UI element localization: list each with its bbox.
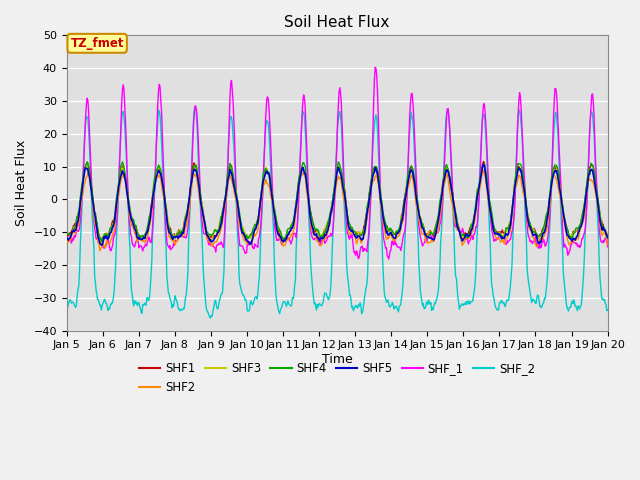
SHF5 — [184, 206, 192, 212]
SHF1 — [419, 224, 427, 229]
SHF_1 — [63, 235, 70, 241]
SHF2 — [404, 186, 412, 192]
Line: SHF_2: SHF_2 — [67, 106, 607, 318]
SHF1 — [604, 233, 611, 239]
SHF_2 — [213, 306, 221, 312]
SHF2 — [129, 223, 137, 229]
SHF_1 — [212, 249, 220, 255]
SHF4 — [335, 159, 342, 165]
SHF_2 — [129, 291, 136, 297]
SHF3 — [604, 233, 611, 239]
SHF2 — [212, 240, 220, 245]
SHF1 — [73, 217, 81, 223]
SHF4 — [99, 239, 106, 244]
SHF_1 — [404, 155, 412, 161]
SHF3 — [97, 240, 105, 246]
SHF3 — [83, 160, 91, 166]
SHF5 — [212, 232, 220, 238]
SHF2 — [96, 248, 104, 253]
SHF_2 — [191, 103, 199, 109]
Line: SHF1: SHF1 — [67, 162, 607, 242]
SHF5 — [129, 220, 137, 226]
SHF4 — [73, 216, 81, 222]
Line: SHF4: SHF4 — [67, 162, 607, 241]
SHF3 — [420, 227, 428, 232]
SHF_1 — [420, 240, 428, 246]
SHF_2 — [604, 307, 611, 312]
SHF4 — [63, 230, 70, 236]
SHF_1 — [385, 256, 392, 262]
SHF1 — [479, 159, 487, 165]
SHF2 — [479, 168, 487, 173]
SHF_1 — [604, 244, 611, 250]
SHF3 — [404, 176, 412, 181]
SHF5 — [404, 182, 412, 188]
SHF2 — [63, 238, 70, 243]
SHF2 — [184, 216, 192, 222]
Legend: SHF1, SHF2, SHF3, SHF4, SHF5, SHF_1, SHF_2: SHF1, SHF2, SHF3, SHF4, SHF5, SHF_1, SHF… — [134, 357, 540, 398]
SHF3 — [185, 202, 193, 208]
SHF_2 — [63, 302, 70, 308]
Text: TZ_fmet: TZ_fmet — [70, 37, 124, 50]
SHF4 — [604, 235, 611, 240]
SHF5 — [604, 235, 611, 240]
SHF1 — [404, 178, 412, 184]
Line: SHF_1: SHF_1 — [67, 67, 607, 259]
SHF3 — [213, 227, 221, 233]
SHF1 — [63, 232, 70, 238]
SHF3 — [73, 221, 81, 227]
SHF_2 — [183, 281, 191, 287]
SHF_1 — [73, 227, 81, 232]
SHF1 — [212, 234, 220, 240]
SHF3 — [63, 230, 70, 236]
Y-axis label: Soil Heat Flux: Soil Heat Flux — [15, 140, 28, 226]
SHF_2 — [404, 158, 412, 164]
SHF_1 — [129, 240, 136, 246]
SHF2 — [73, 228, 81, 234]
SHF_1 — [371, 64, 379, 70]
SHF3 — [130, 224, 138, 229]
SHF_2 — [73, 300, 81, 306]
SHF_2 — [207, 315, 214, 321]
SHF1 — [184, 205, 192, 211]
SHF4 — [184, 204, 192, 210]
SHF5 — [73, 224, 81, 229]
X-axis label: Time: Time — [322, 353, 353, 366]
SHF5 — [63, 235, 70, 241]
SHF_2 — [420, 305, 428, 311]
SHF5 — [479, 161, 487, 167]
Line: SHF5: SHF5 — [67, 164, 607, 245]
SHF5 — [99, 242, 106, 248]
SHF4 — [129, 216, 137, 222]
SHF5 — [419, 226, 427, 232]
SHF1 — [129, 222, 137, 228]
SHF4 — [404, 170, 412, 176]
SHF1 — [99, 240, 106, 245]
Line: SHF3: SHF3 — [67, 163, 607, 243]
Line: SHF2: SHF2 — [67, 170, 607, 251]
SHF2 — [419, 231, 427, 237]
Title: Soil Heat Flux: Soil Heat Flux — [285, 15, 390, 30]
SHF4 — [212, 229, 220, 235]
SHF_1 — [183, 230, 191, 236]
SHF4 — [420, 225, 428, 231]
SHF2 — [604, 242, 611, 248]
